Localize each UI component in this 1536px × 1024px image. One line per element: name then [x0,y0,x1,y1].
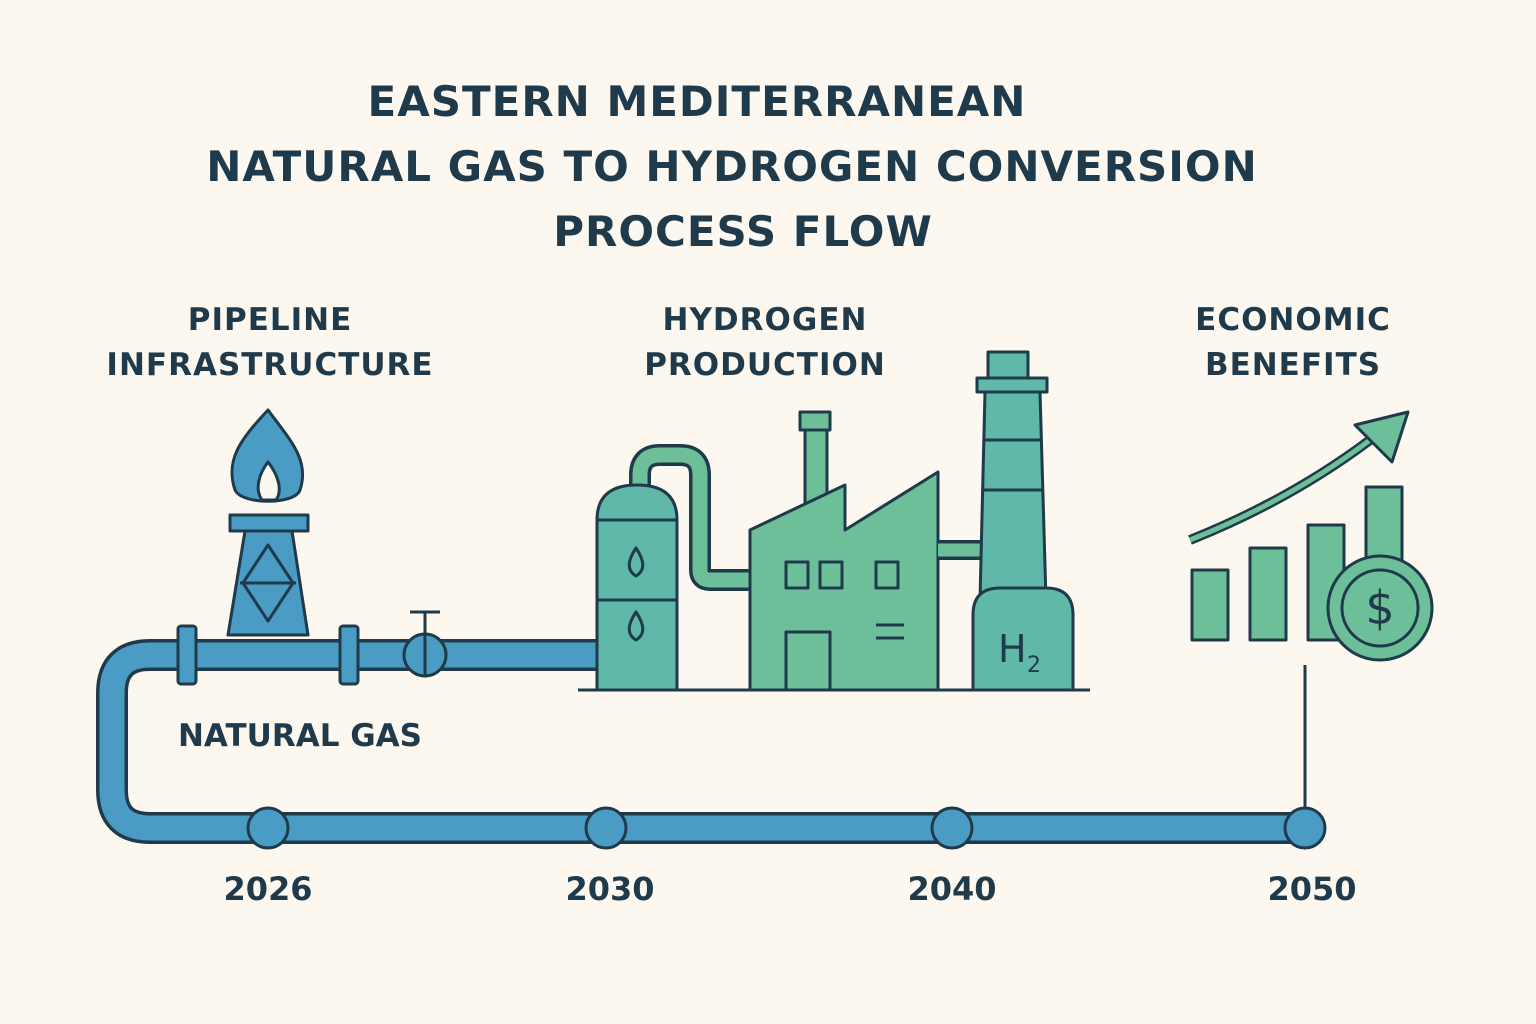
year-label: 2040 [907,870,996,908]
stage-label: INFRASTRUCTURE [106,347,433,383]
currency-symbol: $ [1365,581,1394,635]
gas-well-icon [226,408,310,637]
stage-label: ECONOMIC [1195,302,1391,338]
title-line: PROCESS FLOW [553,207,933,256]
storage-subscript: 2 [1027,653,1041,678]
year-label: 2026 [223,870,312,908]
timeline-nodes [246,806,1327,850]
stage-label: PRODUCTION [644,347,886,383]
year-label: 2050 [1267,870,1356,908]
title-line: EASTERN MEDITERRANEAN [368,77,1027,126]
stage-label: PIPELINE [188,302,353,338]
storage-symbol: H [998,627,1027,671]
pipeline-label: NATURAL GAS [178,718,422,754]
pipeline [96,610,1310,844]
title-line: NATURAL GAS TO HYDROGEN CONVERSION [206,142,1258,191]
stage-label: HYDROGEN [663,302,868,338]
stage-label: BENEFITS [1205,347,1381,383]
year-label: 2030 [565,870,654,908]
production-facility-icon: H 2 [578,350,1090,692]
economic-chart-icon: $ [1188,410,1434,662]
